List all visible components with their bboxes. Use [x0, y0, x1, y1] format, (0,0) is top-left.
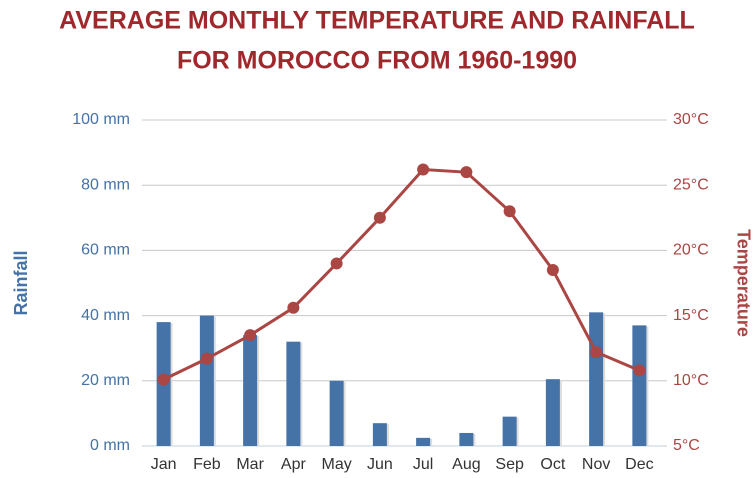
y2-tick-label: 30°C [673, 111, 709, 128]
x-tick-label: Aug [452, 456, 480, 473]
point [330, 257, 343, 270]
point [633, 364, 646, 377]
x-tick-label: Oct [540, 456, 565, 473]
chart-title: FOR MOROCCO FROM 1960-1990 [177, 47, 577, 75]
x-tick-label: Apr [281, 456, 307, 473]
chart-title: AVERAGE MONTHLY TEMPERATURE AND RAINFALL [59, 7, 695, 35]
x-tick-label: Mar [236, 456, 264, 473]
y2-tick-label: 25°C [673, 176, 709, 193]
x-tick-label: Feb [193, 456, 221, 473]
bar [329, 380, 344, 446]
x-tick-label: Dec [625, 456, 653, 473]
bar [545, 379, 560, 446]
x-tick-label: Sep [495, 456, 524, 473]
y2-tick-label: 10°C [673, 372, 709, 389]
point [460, 166, 473, 179]
y-tick-label: 20 mm [81, 372, 130, 389]
bar [589, 312, 604, 446]
bar [416, 437, 431, 446]
x-tick-label: Jun [367, 456, 393, 473]
y2-tick-label: 15°C [673, 307, 709, 324]
y2-tick-label: 5°C [673, 437, 700, 454]
x-tick-label: Jul [413, 456, 433, 473]
y-axis-label: Rainfall [11, 250, 31, 315]
x-tick-label: Jan [151, 456, 177, 473]
bar [372, 423, 387, 446]
line [162, 168, 640, 381]
y-tick-label: 100 mm [72, 111, 130, 128]
point [200, 352, 213, 365]
point [417, 163, 430, 176]
bar [632, 325, 647, 446]
point [590, 346, 603, 359]
point [503, 205, 516, 218]
y-tick-label: 60 mm [81, 242, 130, 259]
y2-tick-label: 20°C [673, 242, 709, 259]
y-tick-label: 0 mm [90, 437, 130, 454]
bar [286, 341, 301, 446]
x-tick-label: May [322, 456, 352, 473]
point [244, 329, 257, 342]
point [373, 211, 386, 224]
bar [459, 432, 474, 446]
y2-axis-label: Temperature [733, 229, 753, 337]
x-tick-label: Nov [582, 456, 610, 473]
point [157, 373, 170, 386]
bar [502, 416, 517, 446]
point [546, 263, 559, 276]
y-tick-label: 80 mm [81, 176, 130, 193]
y-tick-label: 40 mm [81, 307, 130, 324]
bar [243, 335, 258, 446]
point [287, 301, 300, 314]
bar [199, 315, 214, 446]
